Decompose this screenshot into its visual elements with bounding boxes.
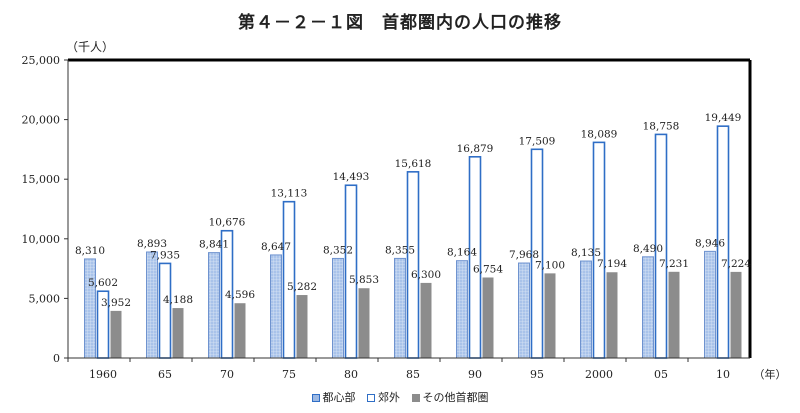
bar-2 [234,303,246,358]
data-label: 18,758 [643,120,680,132]
data-label: 19,449 [705,112,742,124]
data-label: 16,879 [457,143,494,155]
x-tick-label: 95 [530,368,544,381]
data-label: 7,968 [509,249,539,261]
bar-0 [332,257,344,359]
y-tick-label: 25,000 [22,54,61,67]
data-label: 7,100 [535,259,565,271]
bar-2 [110,310,122,358]
x-tick-label: 05 [654,368,668,381]
x-tick-label: 2000 [585,368,613,381]
data-label: 5,853 [349,274,379,286]
x-axis-unit: （年） [754,367,787,381]
data-label: 17,509 [519,135,556,147]
bar-0 [580,260,592,359]
data-label: 8,490 [633,243,663,255]
x-tick-label: 65 [158,368,172,381]
chart-title: 第４－２－１図 首都圏内の人口の推移 [238,13,562,33]
y-axis-unit: （千人） [66,40,115,54]
data-label: 6,300 [411,269,441,281]
bar-2 [668,271,680,358]
data-label: 8,310 [75,245,105,257]
legend-item-urban-core: 都心部 [311,389,356,405]
bar-1 [406,171,420,359]
bar-0 [146,251,158,359]
x-tick-label: 70 [220,368,234,381]
bar-2 [358,288,370,358]
bar-2 [730,271,742,358]
bar-2 [420,282,432,358]
bar-0 [394,257,406,359]
data-label: 5,282 [287,281,317,293]
data-label: 8,135 [571,247,601,259]
bar-2 [482,277,494,358]
bar-0 [642,256,654,359]
data-label: 7,224 [721,258,751,270]
axes: 0 5,000 10,000 15,000 20,000 25,000 1960 65 70 75… [22,54,787,381]
bar-2 [606,272,618,358]
bar-1 [344,184,358,359]
data-label: 7,935 [150,249,180,261]
bar-1 [282,200,296,359]
bar-0 [270,254,282,359]
y-tick-label: 5,000 [29,292,61,305]
data-label: 6,754 [473,263,503,275]
data-label: 13,113 [271,188,308,200]
x-tick-label: 85 [406,368,420,381]
x-tick-label: 10 [716,368,730,381]
data-label: 7,231 [659,258,689,270]
data-label: 4,596 [225,289,255,301]
bar-0 [456,260,468,359]
data-label: 8,841 [199,239,229,251]
legend-item-other-metro: その他首都圏 [411,389,489,405]
legend-label-other-metro: その他首都圏 [422,391,489,404]
legend-swatch-urban-core [311,394,320,402]
bar-0 [84,258,96,359]
x-tick-label: 80 [344,368,358,381]
y-tick-label: 0 [53,352,60,365]
legend-item-suburbs: 郊外 [367,389,400,405]
data-label: 8,352 [323,244,353,256]
data-label: 15,618 [395,158,432,170]
data-label: 4,188 [163,294,193,306]
plot-area [68,58,752,358]
bar-2 [544,273,556,358]
x-tick-label: 1960 [89,368,117,381]
legend-swatch-suburbs [367,394,375,402]
data-label: 8,164 [447,247,477,259]
x-tick-label: 90 [468,368,482,381]
data-label: 8,946 [695,237,725,249]
data-label: 8,355 [385,244,415,256]
y-tick-label: 10,000 [22,233,61,246]
legend-label-suburbs: 郊外 [378,391,400,404]
bar-0 [704,250,716,359]
data-label: 18,089 [581,128,618,140]
legend: 都心部 郊外 その他首都圏 [0,389,800,405]
bar-0 [518,262,530,359]
bar-1 [158,262,172,359]
y-tick-label: 20,000 [22,114,61,127]
data-label: 8,893 [137,238,167,250]
data-label: 10,676 [209,217,246,229]
data-label: 5,602 [88,277,118,289]
data-label: 7,194 [597,258,627,270]
legend-label-urban-core: 都心部 [322,391,356,404]
data-label: 14,493 [333,171,370,183]
bar-0 [208,252,220,359]
x-tick-label: 75 [282,368,296,381]
legend-swatch-other-metro [411,394,420,402]
data-label: 3,952 [101,297,131,309]
bar-2 [172,308,184,358]
y-tick-label: 15,000 [22,173,61,186]
data-label: 8,647 [261,241,291,253]
bar-2 [296,295,308,358]
